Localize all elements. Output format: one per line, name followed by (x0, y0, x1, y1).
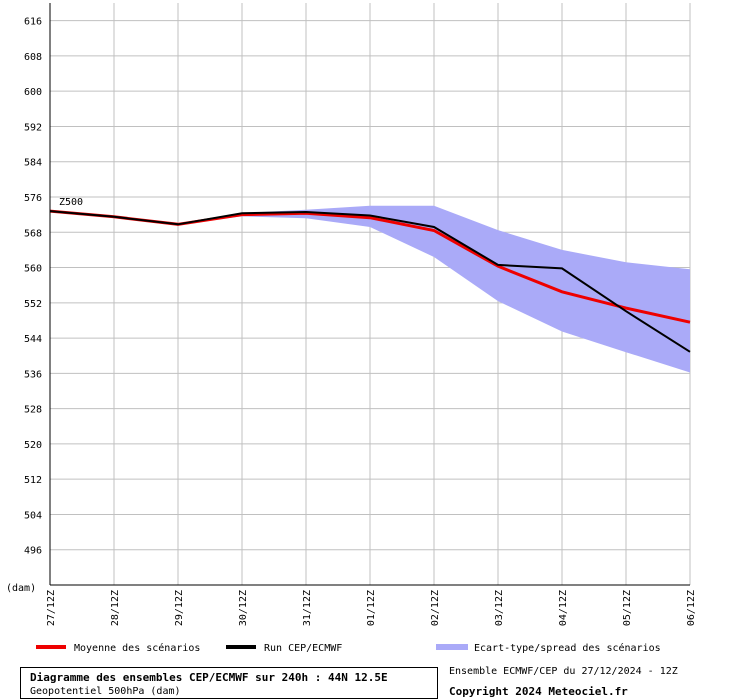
legend-swatch-run (226, 645, 256, 649)
y-tick-label: 584 (24, 158, 42, 169)
x-tick-label: 27/12Z (46, 590, 57, 626)
y-tick-label: 576 (24, 193, 42, 204)
title-box: Diagramme des ensembles CEP/ECMWF sur 24… (20, 667, 438, 699)
copyright: Copyright 2024 Meteociel.fr (449, 685, 628, 698)
axes (49, 3, 690, 586)
y-tick-label: 496 (24, 546, 42, 557)
series-label-z500: Z500 (59, 197, 83, 208)
y-tick-label: 568 (24, 228, 42, 239)
legend-label-run: Run CEP/ECMWF (264, 643, 342, 654)
x-tick-label: 06/12Z (686, 590, 697, 626)
y-tick-labels: 616 608 600 592 584 576 568 560 552 544 536 528 520 5… (24, 17, 42, 557)
x-tick-label: 05/12Z (622, 590, 633, 626)
legend-label-spread: Ecart-type/spread des scénarios (474, 642, 661, 654)
y-tick-label: 544 (24, 334, 42, 345)
y-tick-label: 616 (24, 17, 42, 28)
chart-title: Diagramme des ensembles CEP/ECMWF sur 24… (30, 671, 388, 684)
x-tick-label: 04/12Z (558, 590, 569, 626)
y-tick-label: 608 (24, 52, 42, 63)
spread-band (50, 205, 690, 373)
legend-swatch-mean (36, 645, 66, 649)
y-tick-label: 552 (24, 299, 42, 310)
y-axis-label: (dam) (6, 583, 36, 594)
x-tick-label: 01/12Z (366, 590, 377, 626)
x-tick-labels: 27/12Z 28/12Z 29/12Z 30/12Z 31/12Z 01/12Z 02/1… (46, 590, 697, 626)
legend-label-mean: Moyenne des scénarios (74, 642, 200, 654)
run-info: Ensemble ECMWF/CEP du 27/12/2024 - 12Z (449, 666, 678, 677)
y-tick-label: 536 (24, 369, 42, 380)
x-tick-label: 31/12Z (302, 590, 313, 626)
chart-subtitle: Geopotentiel 500hPa (dam) (30, 686, 181, 697)
y-tick-label: 520 (24, 440, 42, 451)
x-tick-label: 30/12Z (238, 590, 249, 626)
x-tick-label: 03/12Z (494, 590, 505, 626)
y-tick-label: 600 (24, 87, 42, 98)
y-tick-label: 592 (24, 122, 42, 133)
series-line-run (49, 210, 691, 353)
y-tick-label: 512 (24, 475, 42, 486)
y-tick-label: 504 (24, 510, 42, 521)
legend-swatch-spread (436, 644, 468, 650)
legend: Moyenne des scénarios Run CEP/ECMWF Ecar… (36, 642, 661, 654)
y-tick-label: 560 (24, 264, 42, 275)
y-tick-label: 528 (24, 405, 42, 416)
x-tick-label: 28/12Z (110, 590, 121, 626)
x-tick-label: 02/12Z (430, 590, 441, 626)
x-tick-label: 29/12Z (174, 590, 185, 626)
